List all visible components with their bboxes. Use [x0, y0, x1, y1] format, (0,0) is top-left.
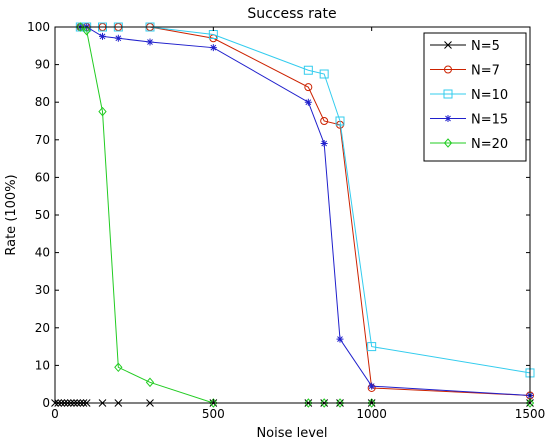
data-point — [367, 398, 376, 408]
data-point — [82, 26, 91, 36]
legend-item: N=5 — [430, 39, 500, 54]
legend-item: N=10 — [430, 88, 508, 103]
y-tick-label: 50 — [35, 208, 50, 222]
legend-label: N=20 — [471, 137, 508, 152]
legend: N=5 N=7 N=10 N=15 N=20 — [423, 32, 527, 162]
data-point — [114, 362, 123, 373]
y-tick-label: 10 — [35, 358, 50, 372]
data-point — [367, 342, 377, 352]
data-point — [319, 69, 329, 79]
legend-label: N=15 — [471, 113, 508, 128]
y-tick-label: 0 — [42, 396, 50, 410]
x-tick-label: 1500 — [515, 407, 546, 421]
legend-label: N=5 — [471, 39, 500, 54]
data-point — [99, 32, 106, 40]
y-tick-label: 20 — [35, 321, 50, 335]
data-point — [209, 398, 218, 408]
data-point — [320, 140, 328, 148]
data-point — [114, 34, 122, 42]
data-point — [336, 335, 344, 343]
data-point — [304, 398, 313, 408]
y-tick-label: 30 — [35, 283, 50, 297]
data-point — [335, 398, 345, 408]
data-point — [320, 398, 329, 408]
y-axis-label: Rate (100%) — [4, 174, 19, 255]
legend-label: N=10 — [471, 88, 508, 103]
data-point — [335, 116, 345, 126]
data-point — [443, 138, 453, 148]
legend-item: N=15 — [430, 113, 508, 128]
data-point — [209, 44, 217, 52]
data-point — [303, 65, 313, 75]
data-point — [146, 38, 154, 46]
y-tick-label: 60 — [35, 170, 50, 184]
data-point — [145, 377, 155, 388]
data-point — [368, 382, 376, 390]
chart-title: Success rate — [247, 6, 336, 22]
x-tick-label: 500 — [202, 407, 225, 421]
data-point — [76, 22, 85, 32]
data-point — [304, 83, 313, 92]
data-point — [320, 117, 329, 125]
legend-items: N=5 N=7 N=10 N=15 N=20 — [430, 39, 508, 152]
legend-item: N=20 — [430, 137, 508, 152]
x-tick-label: 0 — [51, 407, 59, 421]
data-point — [444, 115, 452, 122]
y-tick-label: 90 — [35, 58, 50, 72]
data-point — [304, 98, 312, 106]
legend-item: N=7 — [430, 64, 500, 79]
y-tick-label: 80 — [35, 95, 50, 109]
y-tick-label: 40 — [35, 246, 50, 260]
data-point — [444, 65, 452, 74]
tick-layer: 0 500 1000 1500 0 10 20 30 40 50 60 70 80 90 100 — [27, 20, 545, 421]
x-axis-label: Noise level — [256, 426, 327, 441]
legend-box — [423, 32, 527, 162]
y-tick-label: 70 — [35, 133, 50, 147]
x-tick-label: 1000 — [356, 407, 387, 421]
data-point — [98, 106, 107, 117]
legend-label: N=7 — [471, 64, 500, 79]
data-point — [443, 89, 453, 99]
data-point — [525, 398, 535, 408]
y-tick-label: 100 — [27, 20, 50, 34]
data-point — [444, 41, 452, 49]
